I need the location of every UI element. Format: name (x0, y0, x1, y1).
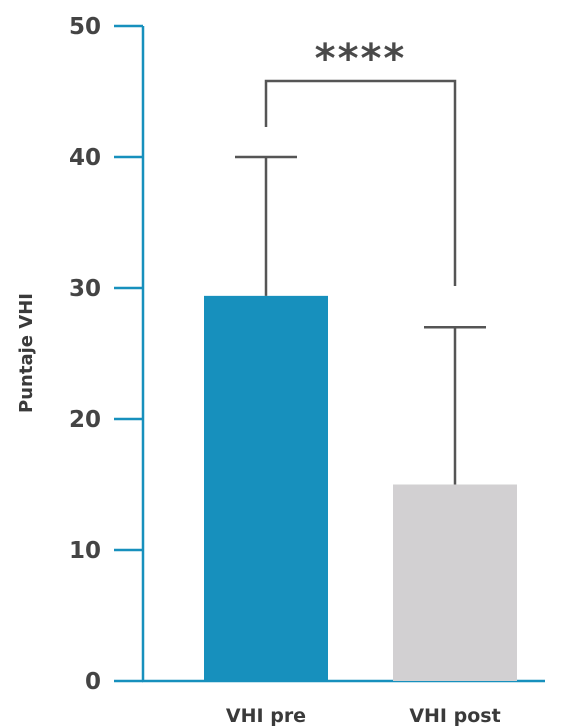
bracket-line (264, 79, 457, 286)
significance-bracket: **** (264, 36, 457, 286)
y-axis-ticks: 0 10 20 30 40 50 (69, 14, 143, 695)
bar (204, 295, 328, 681)
x-tick-label: VHI post (409, 705, 500, 727)
error-bars (235, 155, 486, 485)
x-axis-labels: VHI pre VHI post (226, 705, 501, 727)
y-tick-label: 50 (69, 14, 101, 40)
bars (204, 295, 517, 681)
bar (393, 484, 517, 681)
y-tick-label: 40 (69, 145, 101, 171)
y-tick-label: 20 (69, 407, 101, 433)
significance-label: **** (315, 36, 407, 82)
error-bar (235, 155, 297, 296)
y-tick-label: 10 (69, 538, 101, 564)
error-bar (424, 326, 486, 485)
x-tick-label: VHI pre (226, 705, 306, 727)
y-axis-label: Puntaje VHI (16, 293, 37, 413)
y-tick-label: 30 (69, 276, 101, 302)
y-tick-label: 0 (85, 669, 101, 695)
